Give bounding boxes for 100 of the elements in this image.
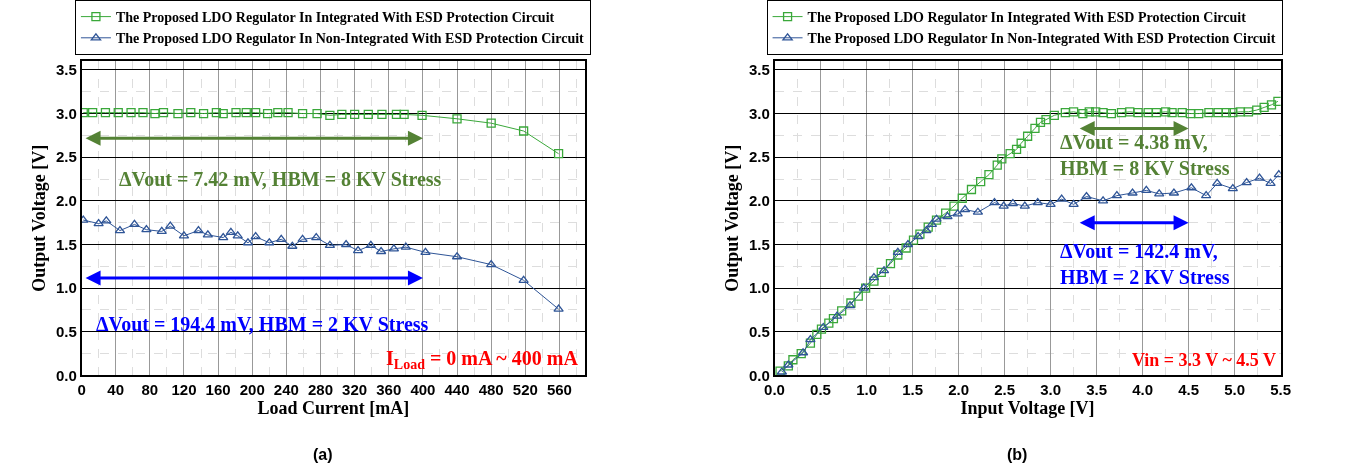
annotation: ΔVout = 194.4 mV, HBM = 2 KV Stress bbox=[96, 313, 429, 335]
annotation: ΔVout = 142.4 mV, HBM = 2 KV Stress bbox=[1060, 240, 1230, 288]
point bbox=[129, 219, 140, 228]
y-tick-label: 0.5 bbox=[748, 323, 770, 341]
point bbox=[93, 218, 104, 227]
point bbox=[87, 108, 98, 118]
point bbox=[375, 246, 387, 255]
x-tick-label: 200 bbox=[239, 381, 265, 399]
y-tick-label: 0.0 bbox=[748, 366, 770, 384]
point bbox=[156, 226, 168, 235]
point bbox=[349, 109, 360, 120]
point bbox=[310, 232, 322, 241]
point bbox=[264, 238, 275, 246]
point bbox=[417, 110, 427, 120]
point bbox=[283, 108, 293, 118]
point bbox=[952, 209, 963, 217]
point bbox=[1227, 183, 1239, 192]
point bbox=[337, 109, 347, 120]
x-axis-title: Input Voltage [V] bbox=[960, 398, 1095, 419]
point bbox=[262, 108, 273, 119]
x-tick-label: 2.0 bbox=[948, 381, 969, 399]
y-tick-label: 0.0 bbox=[55, 366, 77, 384]
x-tick-label: 400 bbox=[410, 381, 436, 399]
point bbox=[1111, 190, 1123, 199]
point bbox=[399, 109, 409, 120]
y-tick-label: 3.5 bbox=[748, 61, 770, 79]
point bbox=[297, 234, 308, 242]
point bbox=[1200, 190, 1212, 199]
point bbox=[113, 108, 123, 118]
point bbox=[101, 216, 112, 224]
point bbox=[217, 232, 229, 241]
y-tick-label: 2.5 bbox=[748, 148, 770, 166]
point bbox=[1254, 173, 1265, 181]
point bbox=[340, 239, 352, 248]
point bbox=[365, 240, 377, 249]
point bbox=[959, 204, 971, 213]
x-tick-label: 120 bbox=[171, 381, 197, 399]
y-tick-label: 2.0 bbox=[55, 192, 77, 210]
point bbox=[391, 109, 402, 120]
point bbox=[1141, 185, 1152, 194]
x-tick-label: 5.5 bbox=[1270, 381, 1292, 399]
x-tick-label: 4.0 bbox=[1132, 381, 1154, 399]
point bbox=[312, 108, 322, 119]
x-tick-label: 40 bbox=[107, 381, 125, 399]
point bbox=[1186, 183, 1197, 191]
annotation: Vin = 3.3 V ~ 4.5 V bbox=[1132, 350, 1276, 370]
point bbox=[198, 108, 209, 119]
point bbox=[1032, 197, 1043, 206]
x-tick-label: 0.0 bbox=[764, 381, 785, 399]
point bbox=[1127, 188, 1138, 196]
point bbox=[1068, 199, 1079, 208]
x-tick-label: 360 bbox=[376, 381, 402, 399]
legend-label: The Proposed LDO Regulator In Non-Integrated With ESD Protection Circuit bbox=[807, 31, 1276, 47]
point bbox=[485, 259, 497, 268]
annotation: ΔVout = 7.42 mV, HBM = 8 KV Stress bbox=[119, 168, 442, 190]
y-tick-label: 2.0 bbox=[748, 192, 770, 210]
point bbox=[518, 126, 529, 136]
point bbox=[173, 108, 183, 119]
point bbox=[287, 241, 298, 249]
text: (a) bbox=[313, 446, 333, 463]
y-tick-label: 1.0 bbox=[55, 279, 77, 297]
point bbox=[1081, 191, 1092, 200]
point bbox=[363, 109, 373, 120]
point bbox=[325, 110, 335, 120]
point bbox=[138, 108, 148, 118]
point bbox=[231, 108, 241, 118]
point bbox=[165, 221, 176, 229]
x-tick-label: 1.5 bbox=[902, 381, 923, 399]
x-tick-label: 320 bbox=[342, 381, 368, 399]
x-tick-label: 560 bbox=[546, 381, 572, 399]
y-tick-label: 1.5 bbox=[748, 235, 770, 253]
point bbox=[1265, 178, 1276, 187]
x-tick-label: 240 bbox=[273, 381, 299, 399]
x-tick-label: 80 bbox=[141, 381, 159, 399]
x-tick-label: 4.5 bbox=[1178, 381, 1200, 399]
y-tick-label: 0.5 bbox=[55, 323, 77, 341]
annotation: ΔVout = 4.38 mV, HBM = 8 KV Stress bbox=[1060, 131, 1230, 179]
x-tick-label: 0.5 bbox=[810, 381, 831, 399]
point bbox=[1211, 178, 1223, 187]
y-axis-title: Output Voltage [V] bbox=[28, 144, 49, 292]
x-tick-label: 480 bbox=[478, 381, 504, 399]
x-axis-title: Load Current [mA] bbox=[257, 398, 410, 419]
point bbox=[926, 219, 938, 228]
point bbox=[241, 108, 251, 118]
x-tick-label: 0 bbox=[77, 381, 86, 399]
point bbox=[150, 108, 160, 119]
y-tick-label: 1.5 bbox=[55, 235, 77, 253]
x-tick-label: 3.5 bbox=[1086, 381, 1108, 399]
x-tick-label: 3.0 bbox=[1040, 381, 1062, 399]
point bbox=[114, 225, 126, 234]
point bbox=[297, 108, 308, 119]
point bbox=[193, 225, 204, 234]
point bbox=[420, 247, 431, 256]
point bbox=[486, 118, 496, 128]
point bbox=[211, 108, 222, 118]
point bbox=[452, 114, 462, 124]
y-tick-label: 3.5 bbox=[55, 61, 77, 79]
y-axis-title: Output Voltage [V] bbox=[721, 144, 742, 292]
y-tick-label: 1.0 bbox=[748, 279, 770, 297]
point bbox=[158, 108, 169, 118]
